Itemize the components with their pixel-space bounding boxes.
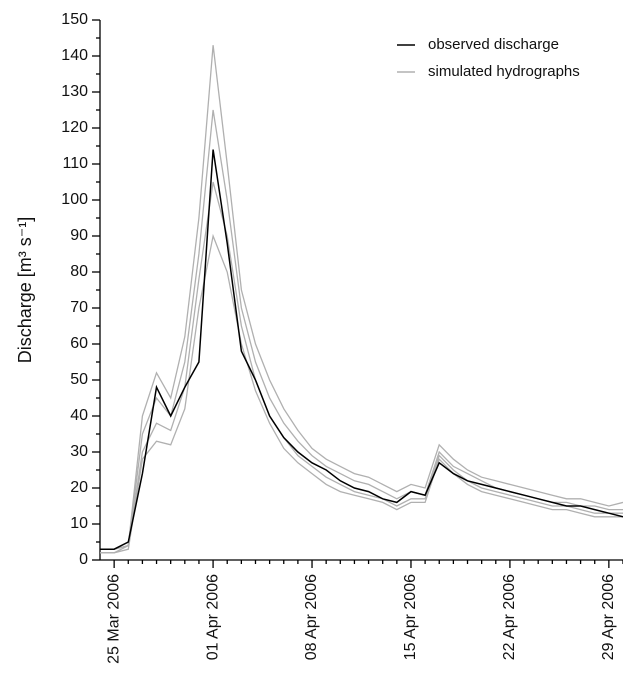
y-tick-label: 140 <box>61 47 88 64</box>
y-tick-label: 100 <box>61 191 88 208</box>
y-tick-label: 70 <box>70 299 88 316</box>
y-tick-label: 60 <box>70 335 88 352</box>
y-tick-label: 0 <box>79 551 88 568</box>
legend-label: observed discharge <box>428 36 559 53</box>
legend-label: simulated hydrographs <box>428 63 580 80</box>
y-tick-label: 10 <box>70 515 88 532</box>
x-tick-label: 15 Apr 2006 <box>402 574 419 660</box>
y-axis-label: Discharge [m³ s⁻¹] <box>15 217 35 364</box>
simulated-line <box>100 233 623 554</box>
y-tick-label: 150 <box>61 11 88 28</box>
y-tick-label: 120 <box>61 119 88 136</box>
y-tick-label: 20 <box>70 479 88 496</box>
y-tick-label: 40 <box>70 407 88 424</box>
x-tick-label: 29 Apr 2006 <box>600 574 617 660</box>
x-tick-label: 08 Apr 2006 <box>303 574 320 660</box>
observed-line <box>100 149 623 550</box>
y-tick-label: 30 <box>70 443 88 460</box>
x-tick-label: 22 Apr 2006 <box>501 574 518 660</box>
simulated-line <box>100 181 623 554</box>
y-tick-label: 90 <box>70 227 88 244</box>
y-tick-label: 80 <box>70 263 88 280</box>
simulated-line <box>100 45 623 550</box>
x-tick-label: 25 Mar 2006 <box>105 574 122 664</box>
simulated-line <box>100 109 623 550</box>
y-tick-label: 130 <box>61 83 88 100</box>
y-tick-label: 110 <box>62 155 88 172</box>
x-tick-label: 01 Apr 2006 <box>204 574 221 660</box>
y-tick-label: 50 <box>70 371 88 388</box>
